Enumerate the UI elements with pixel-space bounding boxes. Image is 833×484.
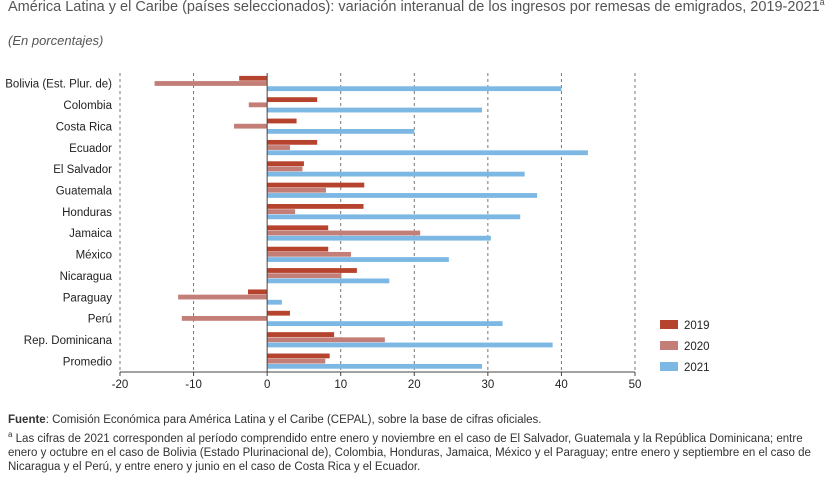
bar-2020	[267, 230, 421, 236]
x-tick-label: 30	[481, 379, 494, 391]
category-label: El Salvador	[53, 164, 112, 176]
bar-2021	[267, 257, 449, 262]
bar-2021	[267, 193, 538, 198]
bar-2020	[178, 294, 268, 300]
legend-label-2019: 2019	[684, 320, 710, 332]
category-label: Colombia	[63, 100, 112, 112]
bar-2020	[267, 145, 290, 150]
bar-2020	[267, 273, 342, 279]
x-tick-label: 10	[334, 379, 347, 391]
bar-2019	[239, 75, 268, 81]
category-label: Costa Rica	[56, 121, 113, 133]
legend-label-2020: 2020	[684, 341, 710, 353]
bar-2019	[267, 268, 357, 273]
footnote-text: Las cifras de 2021 corresponden al perío…	[8, 432, 811, 473]
bar-2021	[267, 342, 553, 348]
chart-title-footnote-mark: a	[819, 0, 825, 7]
bar-2020	[181, 316, 268, 321]
bar-2019	[248, 289, 268, 295]
bar-2020	[234, 123, 268, 129]
footnote: a Las cifras de 2021 corresponden al per…	[8, 428, 830, 474]
category-label: Nicaragua	[60, 271, 113, 283]
x-tick-label: 50	[629, 379, 642, 391]
bar-2020	[248, 102, 268, 108]
category-label: Bolivia (Est. Plur. de)	[5, 79, 112, 91]
bar-2021	[267, 235, 491, 241]
bar-2021	[267, 150, 588, 156]
bar-2019	[267, 353, 330, 359]
legend-swatch-2020	[660, 341, 678, 350]
bar-2021	[267, 171, 525, 177]
category-label: Ecuador	[69, 143, 112, 155]
bar-2020	[267, 166, 303, 172]
bar-2021	[267, 321, 503, 327]
chart-subtitle: (En porcentajes)	[8, 33, 104, 48]
source-note: Fuente: Comisión Económica para América …	[8, 413, 828, 427]
legend-swatch-2021	[660, 362, 678, 371]
category-label: México	[76, 250, 112, 262]
chart-title-text: América Latina y el Caribe (países selec…	[8, 0, 820, 15]
category-label: Guatemala	[56, 185, 113, 197]
bar-2019	[267, 225, 329, 231]
bar-2019	[267, 182, 365, 188]
bar-chart: Bolivia (Est. Plur. de) Colombia Costa Ric…	[5, 73, 710, 391]
x-tick-label: 20	[408, 379, 421, 391]
bar-2021	[267, 278, 390, 284]
bar-2020	[267, 187, 326, 193]
source-text: : Comisión Económica para América Latina…	[45, 414, 542, 426]
x-tick-label: 40	[555, 379, 568, 391]
category-label: Perú	[88, 314, 112, 326]
bar-2020	[267, 358, 326, 364]
bar-2021	[267, 128, 415, 134]
category-label: Jamaica	[69, 228, 112, 240]
source-label: Fuente	[8, 414, 46, 426]
bar-2019	[267, 310, 290, 316]
legend-label-2021: 2021	[684, 362, 710, 374]
bar-2019	[267, 139, 318, 145]
bar-2021	[267, 214, 521, 220]
category-label: Honduras	[62, 207, 112, 219]
x-tick-label: -10	[185, 379, 202, 391]
category-label: Promedio	[63, 356, 112, 368]
bar-2020	[267, 251, 352, 257]
bar-2019	[267, 332, 335, 337]
bar-2021	[267, 86, 562, 92]
bar-2021	[267, 299, 282, 305]
footnote-mark: a	[8, 430, 13, 439]
bar-2020	[154, 81, 268, 86]
category-label: Rep. Dominicana	[24, 335, 113, 347]
bar-2019	[267, 161, 304, 167]
x-tick-label: 0	[264, 379, 270, 391]
bar-2020	[267, 209, 296, 215]
chart-title: América Latina y el Caribe (países selec…	[8, 0, 828, 16]
legend-swatch-2019	[660, 320, 678, 329]
bar-2019	[267, 246, 329, 252]
bar-2021	[267, 363, 482, 369]
x-tick-label: -20	[112, 379, 129, 391]
bar-2019	[267, 118, 297, 124]
bar-2019	[267, 204, 364, 209]
bar-2020	[267, 337, 385, 343]
category-label: Paraguay	[63, 292, 112, 304]
bar-2019	[267, 97, 318, 103]
bar-2021	[267, 107, 482, 113]
